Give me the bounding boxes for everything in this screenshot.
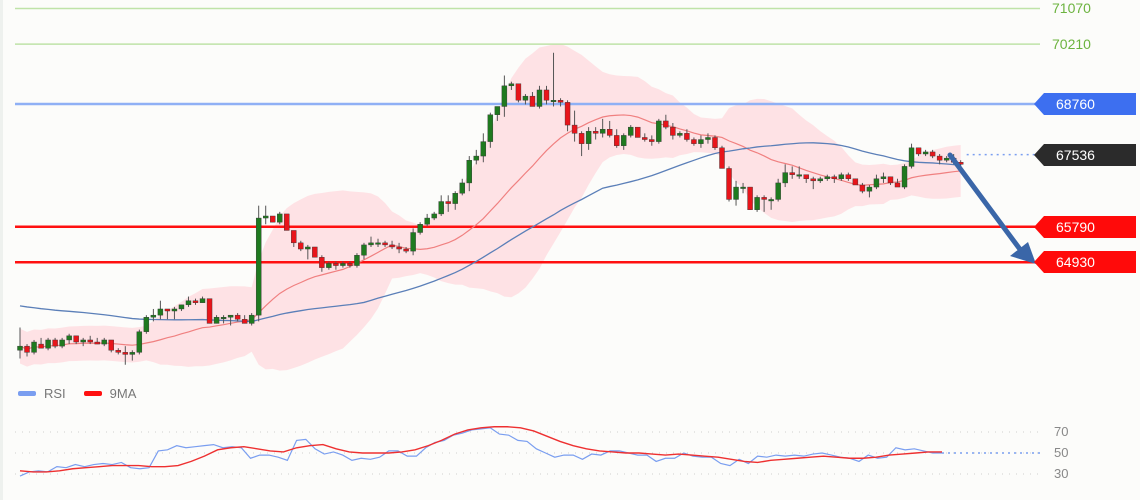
ma-red-line: [19, 114, 961, 350]
ma-blue-line: [19, 142, 961, 323]
level-lines: [15, 7, 1040, 264]
bearish-arrow-icon: [947, 152, 1036, 264]
rsi-ma-line: [19, 426, 942, 473]
support-tag-65790: 65790: [1034, 216, 1136, 238]
rsi-panel: [15, 426, 1040, 477]
support-tag-64930: 64930: [1034, 251, 1136, 273]
current-price-tag: 67536: [1034, 144, 1136, 166]
rsi-tick-30: 30: [1054, 466, 1069, 481]
legend-rsi-label: RSI: [44, 386, 66, 401]
level-label-70210: 70210: [1052, 36, 1091, 52]
bollinger-band: [20, 43, 961, 371]
rsi-line: [19, 427, 942, 477]
price-tag-68760: 68760: [1034, 93, 1136, 115]
legend-9ma-label: 9MA: [109, 386, 137, 401]
rsi-tick-50: 50: [1054, 445, 1069, 460]
rsi-tick-70: 70: [1054, 424, 1069, 439]
level-label-71070: 71070: [1052, 0, 1091, 16]
left-frame-edge: [0, 0, 3, 500]
rsi-legend: RSI 9MA: [18, 386, 136, 401]
legend-item-9ma[interactable]: 9MA: [83, 386, 137, 401]
ma-swatch-icon: [83, 391, 102, 396]
legend-item-rsi[interactable]: RSI: [18, 386, 66, 401]
rsi-swatch-icon: [18, 391, 36, 396]
candles: [17, 52, 964, 365]
